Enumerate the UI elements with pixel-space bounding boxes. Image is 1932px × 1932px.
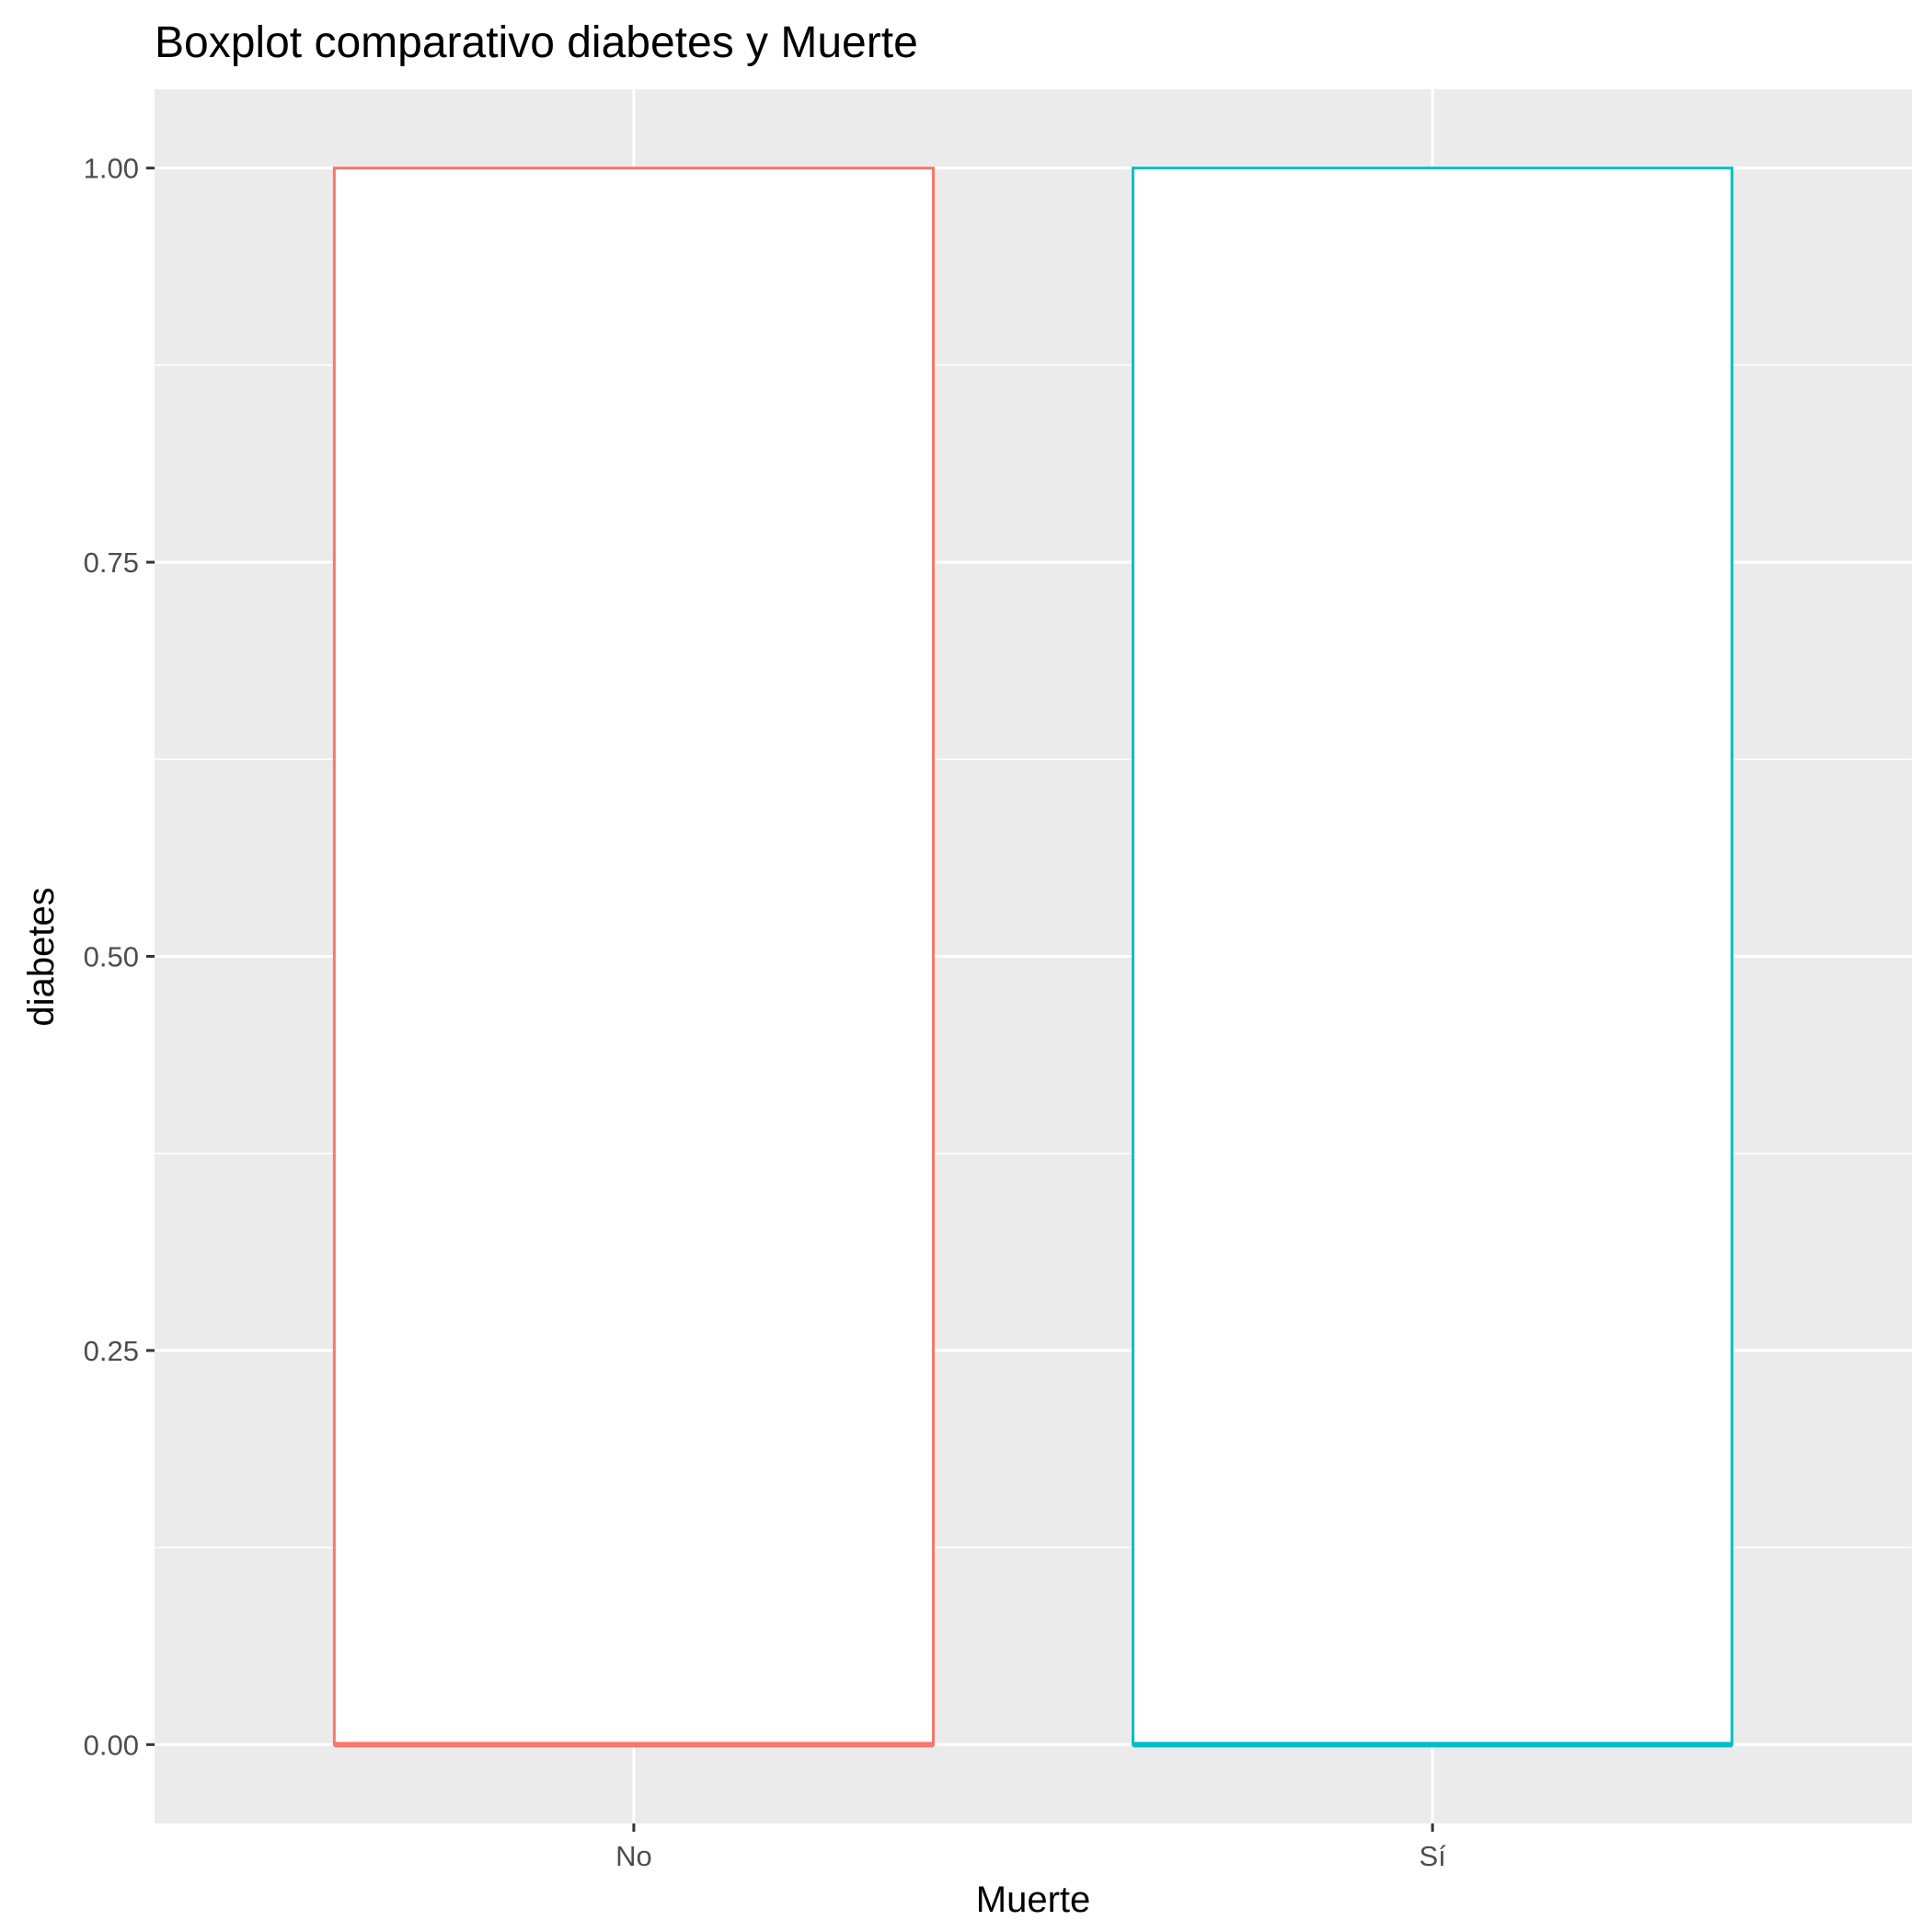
boxes [332, 167, 1734, 1748]
y-tick-label: 0.00 [84, 1729, 139, 1761]
x-axis: No Sí [615, 1823, 1446, 1872]
y-tick-label: 1.00 [84, 153, 139, 185]
x-tick-label: No [615, 1840, 652, 1872]
box-Sí [1132, 167, 1734, 1748]
box-No [332, 167, 935, 1748]
x-axis-title: Muerte [976, 1880, 1091, 1920]
y-axis: 0.00 0.25 0.50 0.75 1.00 [84, 153, 155, 1761]
x-tick-label: Sí [1419, 1840, 1446, 1872]
chart-title: Boxplot comparativo diabetes y Muerte [155, 18, 918, 67]
y-tick-label: 0.50 [84, 941, 139, 973]
y-tick-label: 0.75 [84, 546, 139, 579]
box-rect [1132, 167, 1734, 1746]
y-axis-title: diabetes [21, 887, 62, 1026]
y-tick-label: 0.25 [84, 1335, 139, 1367]
box-rect [332, 167, 935, 1746]
